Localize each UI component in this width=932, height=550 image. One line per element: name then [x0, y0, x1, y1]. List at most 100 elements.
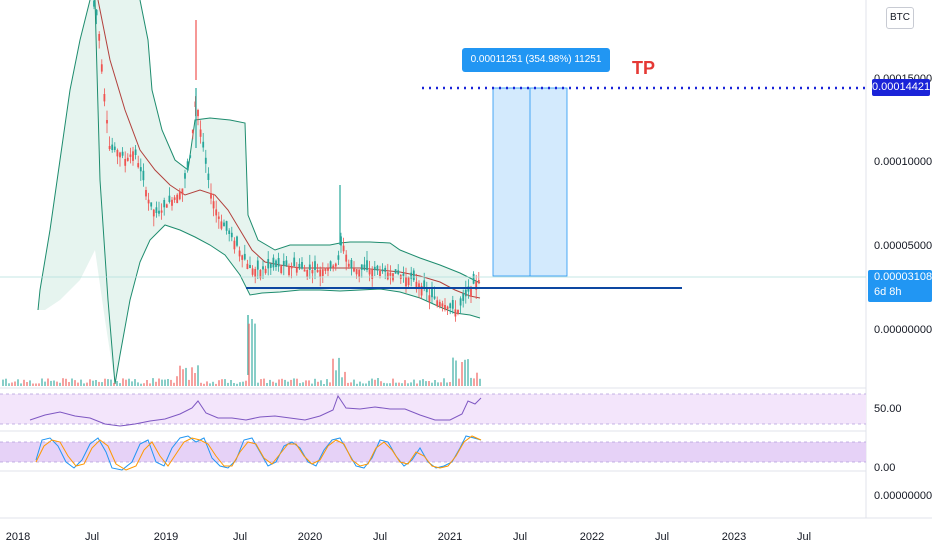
volume-bar: [20, 383, 22, 386]
candle-body: [353, 268, 355, 272]
candle-body: [150, 202, 153, 207]
candle-body: [238, 250, 241, 257]
candle-body: [119, 152, 121, 158]
volume-bar: [260, 379, 262, 386]
candle-body: [412, 270, 415, 281]
candle-body: [462, 293, 465, 301]
candle-body: [285, 260, 288, 266]
candle-body: [132, 151, 134, 161]
candle-body: [316, 270, 319, 273]
volume-bar: [56, 381, 58, 386]
volume-bar: [149, 383, 151, 386]
volume-bar: [440, 382, 442, 386]
currency-badge[interactable]: BTC: [886, 7, 914, 29]
candle-body: [113, 146, 116, 150]
time-label-4: 2020: [298, 531, 322, 543]
time-label-1: Jul: [85, 531, 99, 543]
volume-bar: [173, 382, 175, 386]
candle-body: [230, 232, 233, 238]
volume-bar: [116, 381, 118, 386]
candle-body: [277, 258, 280, 267]
candle-body: [210, 193, 212, 199]
volume-axis-label: 0.00000000: [874, 490, 932, 502]
candle-body: [363, 264, 366, 270]
time-label-5: Jul: [373, 531, 387, 543]
price-label-3: 0.00000000: [874, 324, 932, 336]
candle-body: [181, 188, 184, 195]
volume-bar: [95, 380, 97, 386]
volume-bar: [161, 379, 163, 386]
volume-bar: [389, 383, 391, 386]
time-label-3: Jul: [233, 531, 247, 543]
candle-body: [137, 163, 140, 168]
stoch-band: [0, 442, 866, 462]
candle-body: [103, 94, 106, 102]
volume-bar: [257, 382, 259, 386]
volume-bar: [464, 359, 466, 386]
volume-bar: [140, 383, 142, 386]
volume-bar: [281, 378, 283, 386]
candle-body: [228, 230, 231, 234]
time-label-2: 2019: [154, 531, 178, 543]
volume-bar: [41, 378, 43, 386]
candle-body: [145, 190, 147, 197]
volume-bar: [296, 378, 298, 386]
volume-bar: [215, 383, 217, 386]
candle-body: [389, 272, 392, 276]
volume-bar: [245, 380, 247, 386]
candle-body: [184, 173, 186, 179]
volume-bar: [86, 382, 88, 386]
volume-bar: [89, 379, 91, 386]
volume-bar: [119, 383, 121, 386]
volume-bar: [65, 378, 67, 386]
volume-bar: [74, 380, 76, 386]
stoch-d-line: [35, 435, 482, 471]
candle-body: [275, 260, 277, 267]
volume-bar: [320, 380, 322, 386]
stoch-axis-label: 0.00: [874, 462, 895, 474]
candle-body: [321, 269, 324, 276]
volume-bar: [395, 382, 397, 386]
volume-bar: [290, 379, 292, 386]
candle-body: [116, 150, 119, 157]
volume-bar: [479, 378, 481, 386]
volume-bar: [32, 383, 34, 386]
volume-bar: [158, 378, 160, 386]
volume-bar: [368, 380, 370, 386]
volume-bar: [8, 383, 10, 386]
volume-bar: [302, 382, 304, 386]
price-label-2: 0.00005000: [874, 240, 932, 252]
volume-bar: [275, 382, 277, 386]
volume-bar: [428, 381, 430, 386]
volume-bar: [179, 365, 181, 386]
candle-body: [454, 309, 457, 317]
candle-body: [254, 269, 257, 277]
volume-bar: [236, 383, 238, 386]
volume-bar: [212, 381, 214, 386]
candle-body: [163, 200, 166, 208]
volume-bar: [458, 378, 460, 386]
volume-bar: [476, 372, 478, 386]
volume-bar: [338, 357, 340, 386]
volume-bar: [2, 379, 4, 386]
candle-body: [202, 141, 205, 148]
volume-bar: [38, 383, 40, 386]
time-label-7: Jul: [513, 531, 527, 543]
candle-body: [444, 305, 446, 310]
candle-body: [199, 129, 202, 137]
volume-bar: [155, 381, 157, 386]
candle-body: [262, 266, 264, 270]
volume-bar: [470, 377, 472, 386]
volume-bar: [230, 380, 232, 386]
volume-bar: [68, 382, 70, 386]
volume-bar: [449, 382, 451, 386]
volume-bar: [167, 379, 169, 386]
rsi-axis-label: 50.00: [874, 403, 902, 415]
candle-body: [381, 269, 384, 272]
volume-bar: [413, 379, 415, 386]
candle-body: [269, 263, 272, 268]
volume-bar: [398, 382, 400, 386]
volume-bar: [254, 323, 256, 386]
volume-bar: [227, 382, 229, 386]
